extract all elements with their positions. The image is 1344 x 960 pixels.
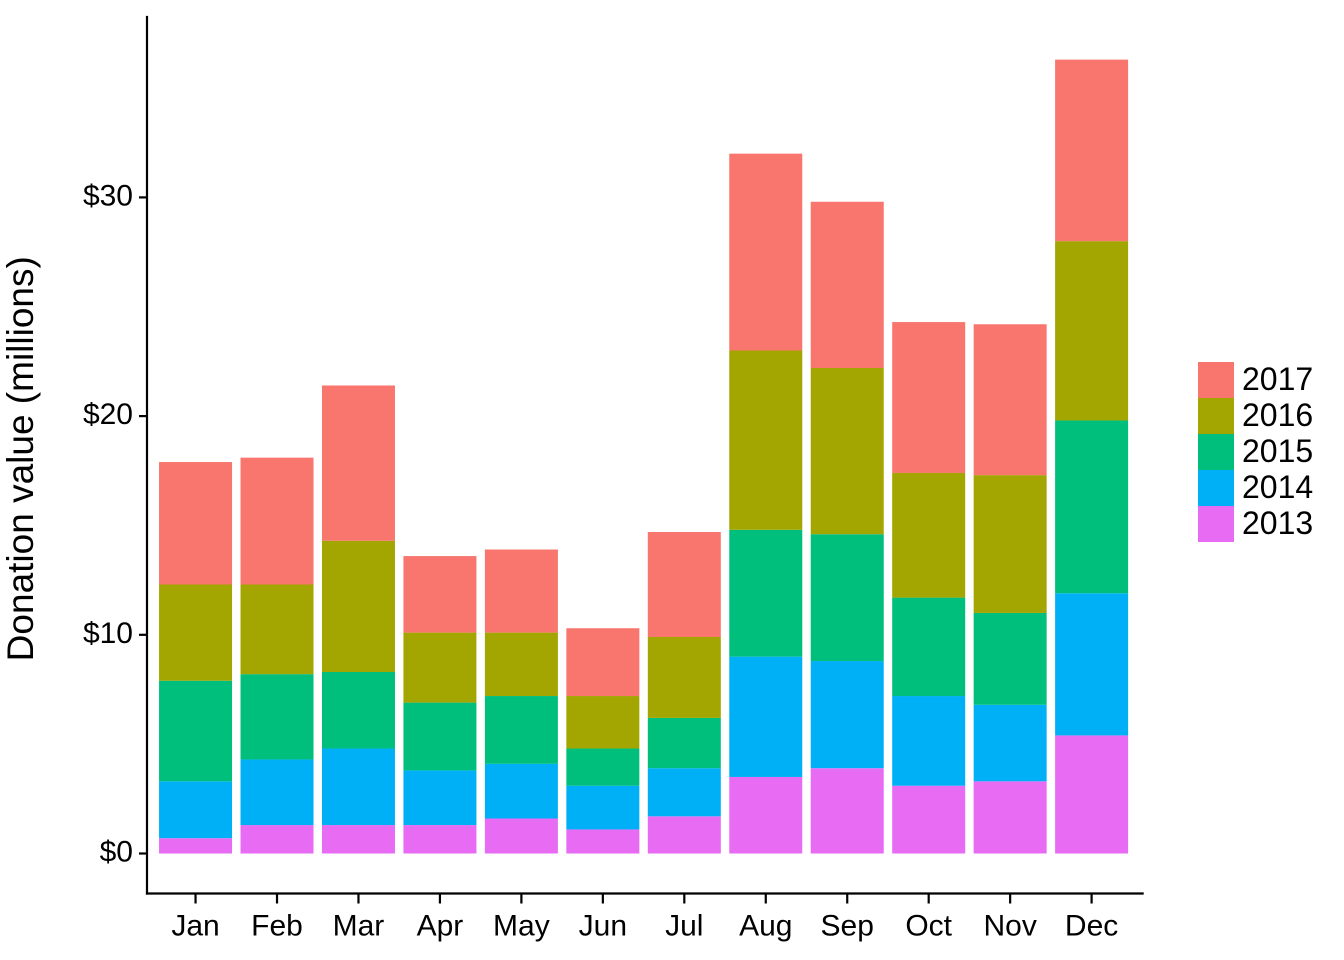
svg-text:2016: 2016 [1242, 397, 1313, 433]
svg-text:Mar: Mar [333, 910, 385, 943]
svg-text:Sep: Sep [821, 910, 874, 943]
svg-text:May: May [493, 910, 550, 943]
svg-text:Aug: Aug [739, 910, 792, 943]
svg-text:Jul: Jul [665, 910, 703, 943]
svg-text:Oct: Oct [905, 910, 952, 943]
svg-text:Jun: Jun [579, 910, 627, 943]
svg-text:$10: $10 [83, 617, 133, 650]
svg-text:$0: $0 [100, 836, 133, 869]
svg-text:Feb: Feb [251, 910, 303, 943]
svg-text:Apr: Apr [417, 910, 464, 943]
svg-text:Donation value (millions): Donation value (millions) [0, 256, 41, 661]
svg-text:Dec: Dec [1065, 910, 1118, 943]
svg-text:2013: 2013 [1242, 505, 1313, 541]
svg-text:$20: $20 [83, 398, 133, 431]
svg-text:$30: $30 [83, 179, 133, 212]
svg-text:Nov: Nov [983, 910, 1036, 943]
svg-text:Jan: Jan [171, 910, 219, 943]
svg-text:2017: 2017 [1242, 361, 1313, 397]
svg-text:2014: 2014 [1242, 469, 1313, 505]
svg-text:2015: 2015 [1242, 433, 1313, 469]
